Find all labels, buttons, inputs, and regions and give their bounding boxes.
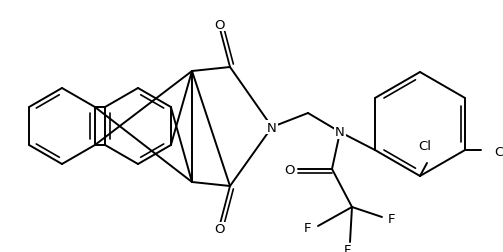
- Text: O: O: [215, 18, 225, 32]
- Text: F: F: [304, 222, 312, 235]
- Text: N: N: [335, 126, 345, 139]
- Text: O: O: [285, 163, 295, 176]
- Text: Cl: Cl: [494, 146, 503, 159]
- Text: O: O: [215, 223, 225, 236]
- Text: F: F: [344, 243, 352, 252]
- Text: Cl: Cl: [418, 140, 432, 153]
- Text: N: N: [267, 121, 277, 134]
- Text: F: F: [388, 213, 396, 226]
